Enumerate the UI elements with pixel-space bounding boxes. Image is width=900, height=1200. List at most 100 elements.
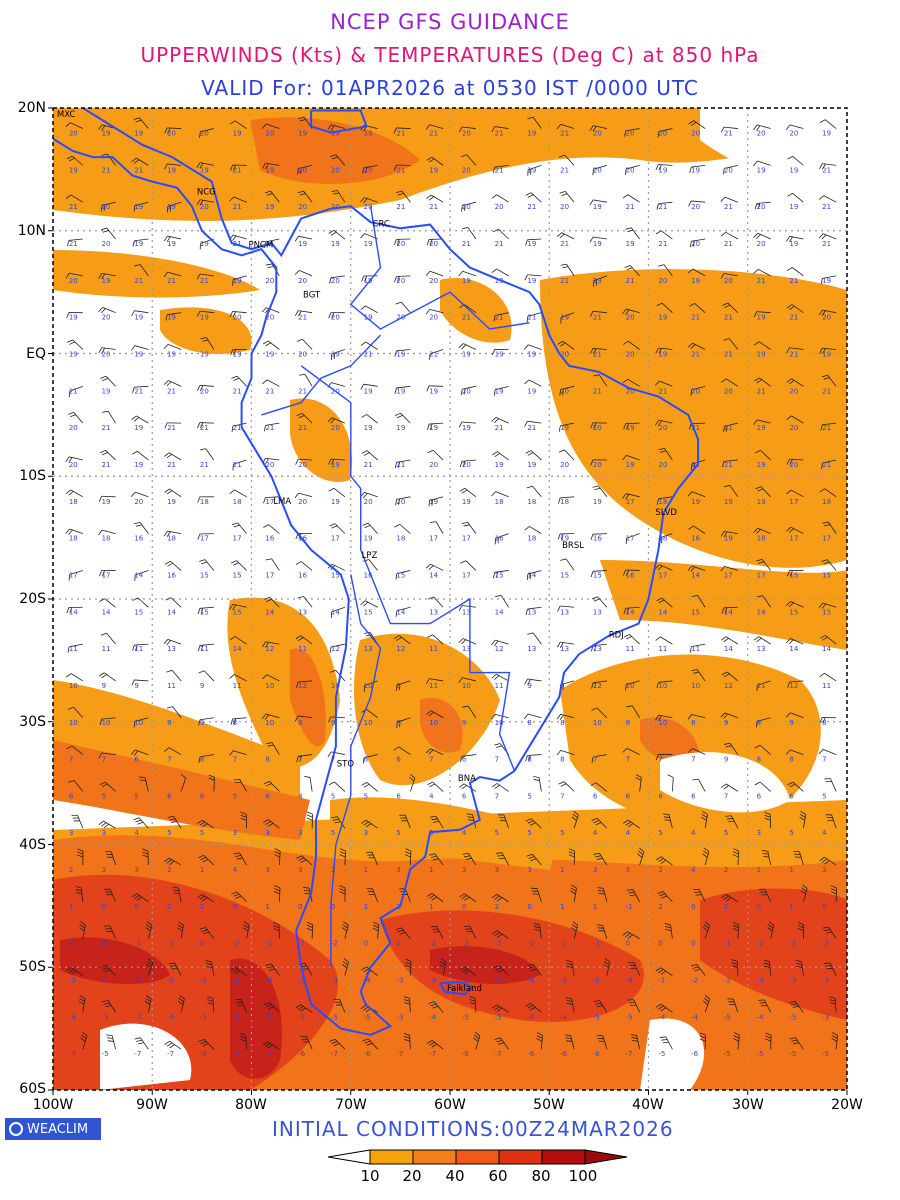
wind-barb [164,857,182,866]
temperature-value: 8 [364,756,368,764]
temperature-value: 19 [364,535,373,543]
wind-barb [262,340,280,350]
wind-barb [366,851,378,866]
wind-barb [102,410,116,424]
wind-barb [198,854,215,866]
wind-shade-region [700,108,847,200]
temperature-value: 0 [102,940,106,948]
wind-barb [787,155,804,166]
lon-label: 30W [732,1097,764,1113]
temperature-value: 10 [331,682,340,690]
map-title: NCEP GFS GUIDANCE [330,10,570,34]
wind-barb [295,1004,313,1013]
wind-barb [787,193,804,203]
country-border [330,574,382,968]
temperature-value: 3 [822,866,826,874]
temperature-value: 5 [822,792,826,800]
temperature-value: 19 [527,351,536,359]
wind-barb [166,201,182,213]
temperature-value: 19 [691,166,700,174]
temperature-value: 21 [724,130,733,138]
wind-barb [261,123,280,129]
temperature-value: 8 [527,719,531,727]
colorbar-label: 20 [402,1167,422,1185]
wind-barb [198,717,214,726]
station-label: Falkland [447,984,482,994]
wind-barb [163,380,182,387]
temperature-value: -4 [167,1013,175,1021]
wind-barb [655,636,673,645]
temperature-value: -1 [134,940,141,948]
temperature-value: 6 [626,792,631,800]
temperature-value: -2 [462,977,469,985]
temperature-value: 15 [691,608,700,616]
temperature-value: 9 [331,719,335,727]
wind-barb [493,965,509,976]
wind-barb [393,238,411,246]
wind-barb [164,422,182,429]
wind-barb [131,157,149,166]
temperature-value: 19 [298,240,307,248]
temperature-value: 18 [560,498,569,506]
temperature-value: 20 [69,461,78,469]
temperature-value: 16 [626,571,635,579]
wind-barb [274,848,281,866]
wind-barb [68,412,84,424]
temperature-value: 20 [626,314,635,322]
wind-barb [427,449,444,461]
wind-barb [627,999,641,1013]
wind-barb [458,343,477,350]
wind-barb [425,270,444,277]
temperature-value: 19 [527,240,536,248]
temperature-value: 20 [429,240,438,248]
wind-barb [622,455,640,461]
wind-barb [691,669,706,682]
wind-barb [327,417,346,424]
wind-barb [98,307,116,314]
wind-barb [764,811,772,829]
temperature-value: 8 [560,756,564,764]
wind-shade-region [430,946,540,985]
wind-barb [692,778,706,792]
wind-barb [196,273,214,280]
wind-barb [525,754,542,762]
temperature-value: 16 [298,571,307,579]
temperature-value: 20 [560,351,569,359]
temperature-value: 10 [265,682,274,690]
station-label: LMA [273,497,291,507]
wind-barb [591,707,608,719]
temperature-value: 10 [102,719,111,727]
temperature-value: -1 [265,940,272,948]
wind-barb [656,496,673,505]
temperature-value: -6 [462,1050,470,1058]
wind-barb [556,713,575,721]
temperature-value: -5 [822,1050,829,1058]
lon-label: 80W [235,1097,267,1113]
wind-barb [733,1032,740,1050]
temperature-value: 20 [822,314,831,322]
temperature-value: 7 [298,756,302,764]
wind-barb [395,570,411,580]
wind-barb [75,886,84,902]
wind-barb [591,817,608,829]
wind-barb [360,305,378,314]
temperature-value: 6 [396,792,401,800]
temperature-value: 15 [233,571,242,579]
wind-barb [593,1000,608,1013]
wind-barb [688,422,706,430]
wind-barb [720,530,738,538]
wind-barb [132,597,149,608]
wind-barb [819,634,837,645]
temperature-value: -2 [527,940,534,948]
temperature-value: 19 [658,314,667,322]
wind-barb [625,533,640,545]
temperature-value: 11 [102,645,111,653]
temperature-value: -7 [167,1050,174,1058]
wind-barb [395,496,411,506]
temperature-value: 19 [462,424,471,432]
wind-shade-region [330,797,560,870]
temperature-value: 21 [167,387,176,395]
temperature-value: 13 [462,645,471,653]
temperature-value: 20 [462,461,471,469]
temperature-value: 10 [626,682,635,690]
